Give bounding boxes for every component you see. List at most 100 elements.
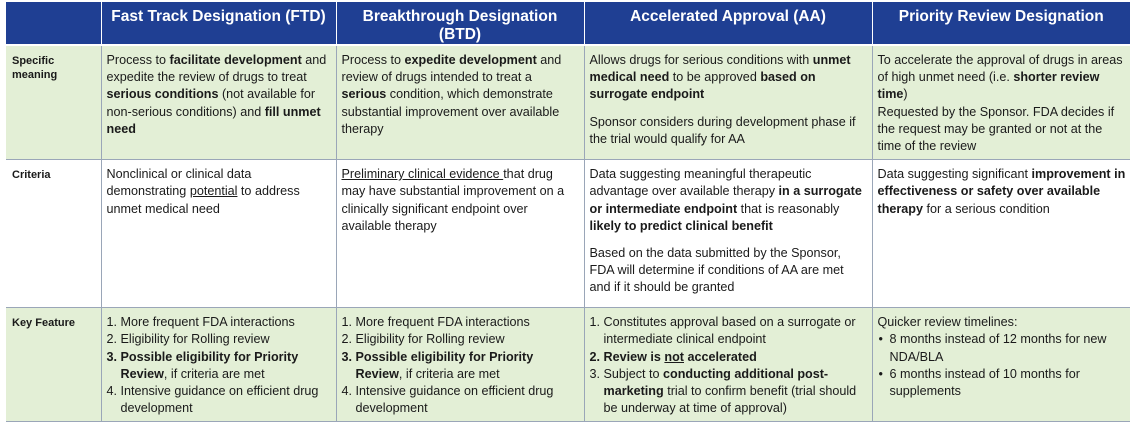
list-item: 2. Review is not accelerated bbox=[590, 349, 868, 366]
list-number: 2. bbox=[589, 349, 601, 364]
header-aa: Accelerated Approval (AA) bbox=[583, 2, 872, 46]
header-btd: Breakthrough Designation (BTD) bbox=[335, 2, 584, 46]
row-label-meaning-line2: meaning bbox=[12, 69, 58, 81]
bold-text: serious bbox=[341, 87, 387, 102]
list-number: 3. bbox=[341, 349, 353, 364]
cell-meaning-priority-review: To accelerate the approval of drugs in a… bbox=[871, 45, 1130, 161]
cell-meaning-ftd: Process to facilitate development and ex… bbox=[100, 45, 336, 161]
numbered-list: 1. Constitutes approval based on a surrog… bbox=[590, 314, 868, 417]
paragraph: Based on the data submitted by the Spons… bbox=[589, 246, 844, 295]
cell-key-feature-ftd: 1. More frequent FDA interactions 2. Eligi… bbox=[100, 307, 336, 423]
text: and expedite the review of drugs to trea… bbox=[106, 53, 327, 85]
row-label-key-feature: Key Feature bbox=[6, 307, 101, 423]
bold-text: conducting additional post-marketing bbox=[603, 366, 829, 399]
row-label-meaning-line1: Specific bbox=[12, 55, 55, 67]
bold-text: likely to predict clinical benefit bbox=[589, 218, 773, 233]
header-ftd: Fast Track Designation (FTD) bbox=[100, 2, 336, 46]
list-item: 1. More frequent FDA interactions bbox=[342, 314, 580, 331]
list-number: 3. bbox=[589, 366, 601, 381]
text: Eligibility for Rolling review bbox=[355, 332, 505, 347]
bold-text: fill unmet need bbox=[106, 104, 321, 136]
paragraph: Data suggesting meaningful therapeutic a… bbox=[590, 166, 868, 235]
list-item: 4. Intensive guidance on efficient drug d… bbox=[342, 383, 580, 417]
list-number: 3. bbox=[106, 349, 118, 364]
list-item: 3. Subject to conducting additional post-… bbox=[590, 366, 868, 418]
text: ) bbox=[903, 87, 908, 102]
list-number: 4. bbox=[341, 384, 353, 399]
text: to address unmet medical need bbox=[106, 184, 300, 216]
list-number: 1. bbox=[106, 315, 118, 330]
text: trial to confirm benefit (trial should b… bbox=[603, 384, 857, 416]
bold-text: expedite development bbox=[404, 53, 537, 67]
list-number: 2. bbox=[106, 332, 118, 347]
list-item: 4. Intensive guidance on efficient drug d… bbox=[107, 383, 332, 417]
list-number: 4. bbox=[106, 384, 118, 399]
paragraph: Quicker review timelines: bbox=[877, 315, 1018, 330]
text: Intensive guidance on efficient drug dev… bbox=[120, 384, 319, 416]
text: condition, which demonstrate substantial… bbox=[341, 87, 560, 136]
list-item: 6 months instead of 10 months for supple… bbox=[878, 366, 1127, 400]
bold-text: based on surrogate endpoint bbox=[589, 70, 816, 102]
list-item: 2. Eligibility for Rolling review bbox=[107, 331, 332, 348]
text: Data suggesting meaningful therapeutic a… bbox=[589, 167, 812, 199]
list-item: 2. Eligibility for Rolling review bbox=[342, 331, 580, 348]
row-criteria: Criteria Nonclinical or clinical data de… bbox=[6, 159, 1130, 309]
header-priority-review: Priority Review Designation bbox=[871, 2, 1130, 46]
text: Data suggesting significant bbox=[877, 167, 1032, 182]
cell-criteria-priority-review: Data suggesting significant improvement … bbox=[871, 159, 1130, 309]
list-item: 3. Possible eligibility for Priority Revi… bbox=[107, 349, 332, 383]
cell-criteria-ftd: Nonclinical or clinical data demonstrati… bbox=[100, 159, 336, 309]
text: (not available for non-serious condition… bbox=[106, 87, 316, 119]
text: to be approved bbox=[669, 70, 761, 85]
bold-text: Possible eligibility for Priority Review bbox=[355, 349, 534, 381]
text: Intensive guidance on efficient drug dev… bbox=[355, 384, 554, 416]
cell-meaning-aa: Allows drugs for serious conditions with… bbox=[583, 45, 872, 161]
cell-meaning-btd: Process to expedite development and revi… bbox=[335, 45, 584, 161]
list-item: 1. Constitutes approval based on a surrog… bbox=[590, 314, 868, 348]
list-item: 3. Possible eligibility for Priority Revi… bbox=[342, 349, 580, 383]
row-key-feature: Key Feature 1. More frequent FDA interact… bbox=[6, 307, 1130, 423]
bullet-list: 8 months instead of 12 months for new ND… bbox=[878, 331, 1127, 400]
cell-criteria-btd: Preliminary clinical evidence that drug … bbox=[335, 159, 584, 309]
text: , if criteria are met bbox=[163, 366, 265, 381]
text: Subject to bbox=[603, 366, 664, 381]
numbered-list: 1. More frequent FDA interactions 2. Eligi… bbox=[107, 314, 332, 417]
bold-text: improvement in effectiveness or safety o… bbox=[877, 167, 1126, 216]
row-specific-meaning: Specific meaning Process to facilitate d… bbox=[6, 45, 1130, 161]
text: Nonclinical or clinical data demonstrati… bbox=[106, 167, 252, 199]
underlined-text: Preliminary clinical evidence bbox=[341, 167, 504, 182]
row-label-specific-meaning: Specific meaning bbox=[6, 45, 101, 161]
text: Allows drugs for serious conditions with bbox=[589, 53, 813, 67]
paragraph: Allows drugs for serious conditions with… bbox=[590, 52, 868, 104]
numbered-list: 1. More frequent FDA interactions 2. Eligi… bbox=[342, 314, 580, 417]
text: and review of drugs intended to treat a bbox=[341, 53, 562, 85]
bold-text: shorter review time bbox=[877, 70, 1100, 102]
text: for a serious condition bbox=[923, 201, 1050, 216]
text: Constitutes approval based on a surrogat… bbox=[603, 315, 856, 347]
bold-text: accelerated bbox=[684, 349, 757, 364]
row-label-criteria: Criteria bbox=[6, 159, 101, 309]
list-item: 1. More frequent FDA interactions bbox=[107, 314, 332, 331]
list-number: 1. bbox=[589, 315, 601, 330]
paragraph: Sponsor considers during development pha… bbox=[589, 114, 856, 146]
fda-designation-comparison-table: Fast Track Designation (FTD) Breakthroug… bbox=[6, 2, 1130, 423]
text: More frequent FDA interactions bbox=[355, 315, 530, 330]
bold-text: Possible eligibility for Priority Review bbox=[120, 349, 299, 381]
text: More frequent FDA interactions bbox=[120, 315, 295, 330]
bold-text: facilitate development bbox=[169, 53, 302, 67]
text: , if criteria are met bbox=[398, 366, 500, 381]
bold-text: in a surrogate or intermediate endpoint bbox=[589, 184, 862, 216]
list-item: 8 months instead of 12 months for new ND… bbox=[878, 331, 1127, 365]
bold-text: serious conditions bbox=[106, 87, 219, 102]
list-number: 1. bbox=[341, 315, 353, 330]
text: that is reasonably bbox=[737, 201, 840, 216]
text: Eligibility for Rolling review bbox=[120, 332, 270, 347]
text: Process to bbox=[341, 53, 405, 67]
list-number: 2. bbox=[341, 332, 353, 347]
bold-text: unmet medical need bbox=[589, 53, 851, 85]
text: To accelerate the approval of drugs in a… bbox=[877, 53, 1123, 85]
header-row: Fast Track Designation (FTD) Breakthroug… bbox=[6, 2, 1130, 46]
bold-underlined-text: not bbox=[664, 349, 684, 364]
cell-criteria-aa: Data suggesting meaningful therapeutic a… bbox=[583, 159, 872, 309]
